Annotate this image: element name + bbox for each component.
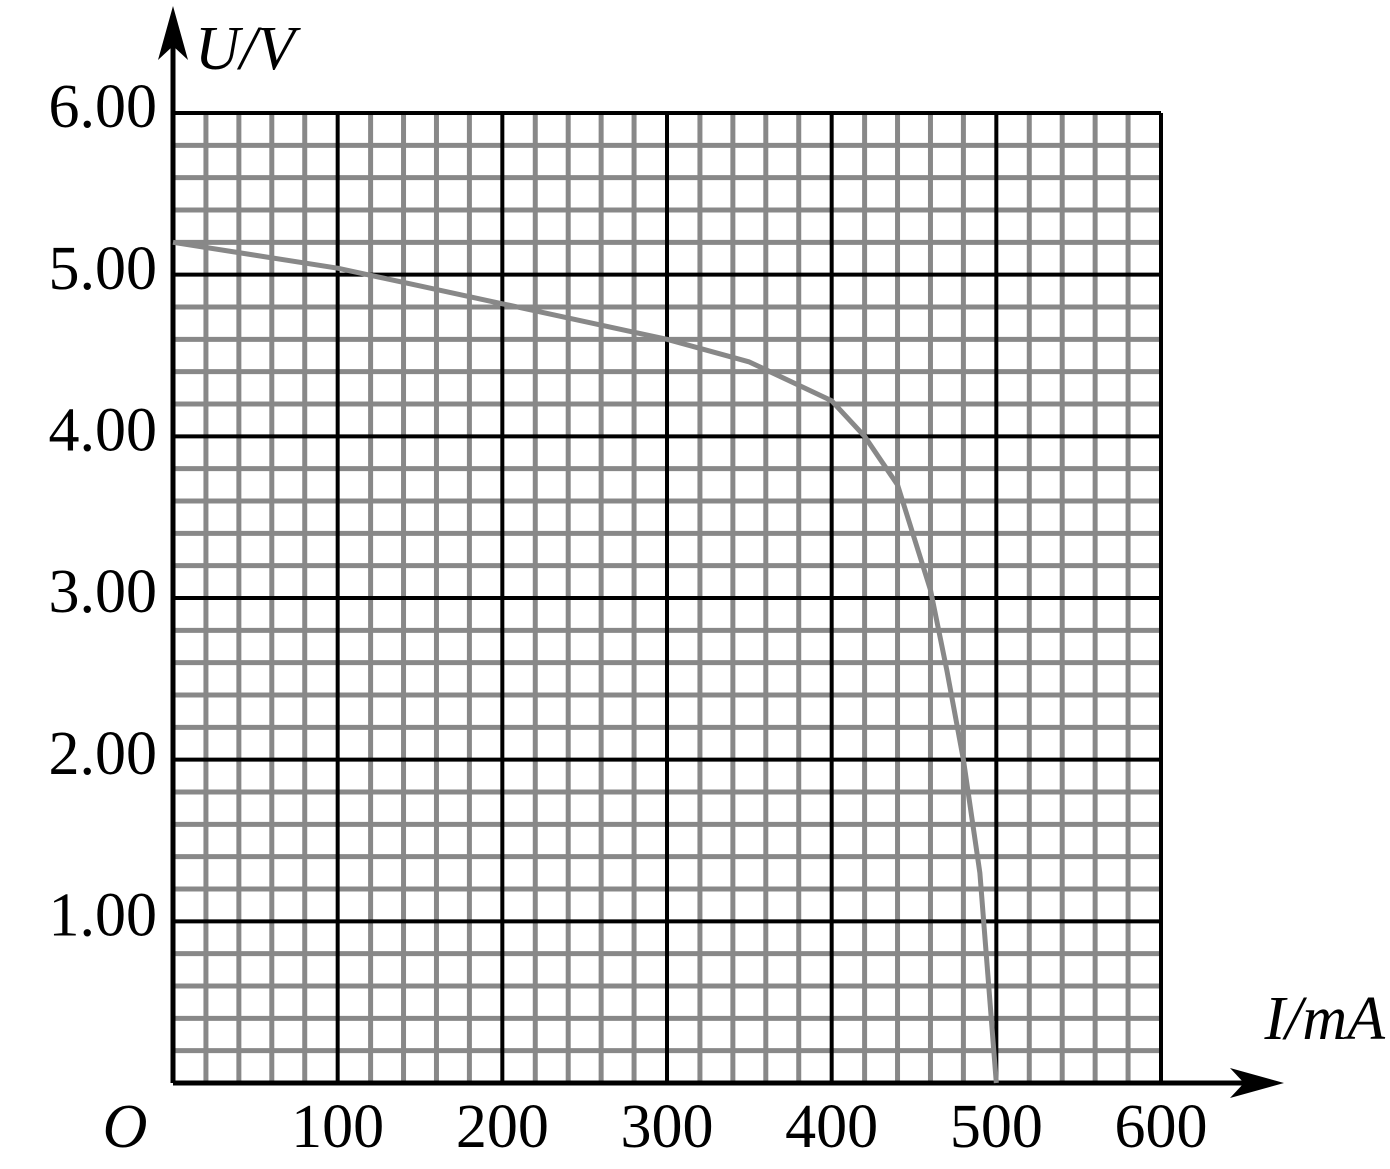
x-tick-label: 500 [950,1093,1043,1161]
origin-label: O [103,1093,148,1161]
data-line [172,239,999,1084]
y-tick-label: 2.00 [49,720,158,788]
x-tick-label: 300 [621,1093,714,1161]
y-axis-label: U/V [195,15,301,83]
y-tick-label: 4.00 [49,397,158,465]
y-tick-label: 5.00 [49,235,158,303]
x-tick-label: 100 [291,1093,384,1161]
y-tick-label: 6.00 [49,73,158,141]
x-tick-label: 400 [785,1093,878,1161]
x-axis-label: I/mA [1263,985,1386,1053]
x-tick-label: 200 [456,1093,549,1161]
y-tick-label: 1.00 [49,882,158,950]
x-axis-arrow [1230,1068,1284,1098]
x-tick-label: 600 [1115,1093,1208,1161]
y-axis-arrow [158,6,188,60]
y-tick-label: 3.00 [49,558,158,626]
